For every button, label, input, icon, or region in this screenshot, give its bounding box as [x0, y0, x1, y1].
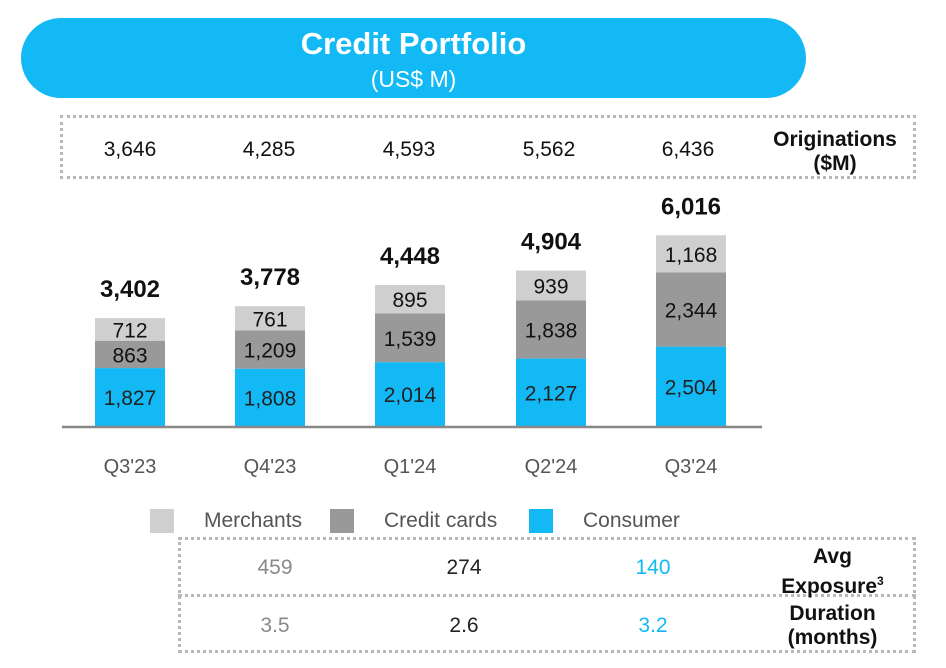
bar-credit-cards — [656, 272, 726, 347]
bar-label-merchants: 895 — [392, 289, 427, 312]
bar-merchants — [516, 270, 586, 301]
origination-value: 4,285 — [242, 138, 296, 161]
duration-label: Duration (months) — [760, 602, 905, 650]
bar-merchants — [656, 235, 726, 273]
bar-label-consumer: 2,014 — [384, 384, 437, 407]
avg-exposure-label-line1: Avg — [813, 545, 852, 568]
bar-credit-cards — [516, 300, 586, 359]
bar-label-credit-cards: 1,539 — [384, 328, 437, 351]
duration-consumer: 3.2 — [638, 614, 668, 637]
legend-swatch-consumer — [529, 509, 553, 533]
page-subtitle: (US$ M) — [370, 66, 457, 92]
bar-label-merchants: 939 — [533, 275, 568, 298]
bar-label-credit-cards: 863 — [112, 344, 147, 367]
bar-consumer — [95, 368, 165, 426]
x-tick-label: Q4'23 — [244, 456, 297, 478]
bar-label-credit-cards: 1,838 — [525, 319, 578, 342]
legend-label-consumer: Consumer — [583, 509, 680, 532]
bar-label-merchants: 761 — [252, 308, 287, 331]
x-tick-label: Q3'24 — [665, 456, 718, 478]
avg-exposure-consumer: 140 — [635, 556, 671, 579]
originations-box — [60, 115, 916, 179]
bar-consumer — [516, 358, 586, 426]
bar-total-label: 4,904 — [521, 229, 582, 256]
bar-credit-cards — [375, 313, 445, 363]
avg-exposure-credit-cards: 274 — [446, 556, 482, 579]
legend-label-credit-cards: Credit cards — [384, 509, 498, 532]
bar-total-label: 6,016 — [661, 193, 721, 220]
origination-value: 6,436 — [661, 138, 715, 161]
metrics-divider — [178, 594, 916, 597]
duration-label-line1: Duration — [789, 602, 876, 625]
bar-merchants — [235, 306, 305, 331]
bar-merchants — [375, 284, 445, 314]
bar-label-merchants: 1,168 — [665, 244, 718, 267]
duration-merchants: 3.5 — [260, 614, 290, 637]
bar-total-label: 4,448 — [380, 243, 440, 270]
legend-swatch-credit-cards — [330, 509, 354, 533]
bar-label-consumer: 2,504 — [665, 376, 718, 399]
bar-consumer — [656, 346, 726, 426]
bar-label-consumer: 1,808 — [244, 387, 297, 410]
duration-credit-cards: 2.6 — [449, 614, 479, 637]
legend-label-merchants: Merchants — [204, 509, 303, 532]
avg-exposure-label-line2: Exposure — [781, 575, 877, 598]
bar-total-label: 3,402 — [100, 276, 160, 303]
originations-label: Originations ($M) — [760, 128, 910, 176]
footnote-marker: 3 — [877, 574, 884, 588]
page-title: Credit Portfolio — [300, 26, 527, 61]
x-tick-label: Q1'24 — [384, 456, 437, 478]
bar-label-credit-cards: 2,344 — [665, 299, 718, 322]
bar-label-merchants: 712 — [112, 319, 147, 342]
x-tick-label: Q2'24 — [525, 456, 578, 478]
avg-exposure-merchants: 459 — [257, 556, 293, 579]
avg-exposure-label: Avg Exposure3 — [760, 545, 905, 599]
originations-label-line1: Originations — [773, 128, 897, 151]
origination-value: 5,562 — [522, 138, 576, 161]
origination-value: 3,646 — [103, 138, 157, 161]
bar-label-consumer: 2,127 — [525, 382, 578, 405]
legend-credit-cards: Credit cards — [330, 508, 497, 534]
bar-merchants — [95, 318, 165, 341]
bar-label-consumer: 1,827 — [104, 387, 157, 410]
x-tick-label: Q3'23 — [104, 456, 157, 478]
origination-value: 4,593 — [382, 138, 436, 161]
bar-credit-cards — [95, 340, 165, 369]
bar-label-credit-cards: 1,209 — [244, 340, 297, 363]
bar-total-label: 3,778 — [240, 264, 300, 291]
title-banner: Credit Portfolio (US$ M) — [21, 18, 806, 98]
duration-label-line2: (months) — [787, 626, 878, 649]
bar-credit-cards — [235, 330, 305, 369]
legend-swatch-merchants — [150, 509, 174, 533]
legend-merchants: Merchants — [150, 508, 302, 534]
originations-label-line2: ($M) — [813, 152, 857, 175]
legend-consumer: Consumer — [529, 508, 680, 534]
bar-consumer — [235, 368, 305, 426]
bar-consumer — [375, 362, 445, 426]
